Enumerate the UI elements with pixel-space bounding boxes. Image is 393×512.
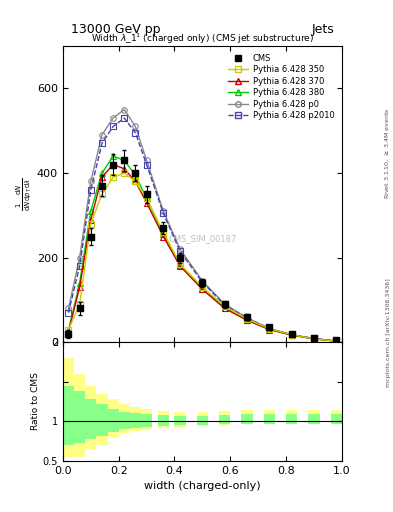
Y-axis label: $\frac{1}{\mathrm{d}N}\frac{\mathrm{d}N}{\mathrm{d}p_T\,\mathrm{d}\lambda}$: $\frac{1}{\mathrm{d}N}\frac{\mathrm{d}N}… — [15, 177, 34, 211]
Title: Width $\lambda\_1^1$ (charged only) (CMS jet substructure): Width $\lambda\_1^1$ (charged only) (CMS… — [91, 32, 314, 46]
Text: mcplots.cern.ch [arXiv:1306.3436]: mcplots.cern.ch [arXiv:1306.3436] — [386, 279, 391, 387]
Text: CMS_SIM_00187: CMS_SIM_00187 — [168, 234, 237, 243]
Text: 13000 GeV pp: 13000 GeV pp — [71, 23, 160, 36]
Y-axis label: Ratio to CMS: Ratio to CMS — [31, 373, 40, 431]
Legend: CMS, Pythia 6.428 350, Pythia 6.428 370, Pythia 6.428 380, Pythia 6.428 p0, Pyth: CMS, Pythia 6.428 350, Pythia 6.428 370,… — [224, 50, 338, 123]
X-axis label: width (charged-only): width (charged-only) — [144, 481, 261, 491]
Text: Jets: Jets — [311, 23, 334, 36]
Text: Rivet 3.1.10, $\geq$ 3.4M events: Rivet 3.1.10, $\geq$ 3.4M events — [384, 108, 391, 199]
